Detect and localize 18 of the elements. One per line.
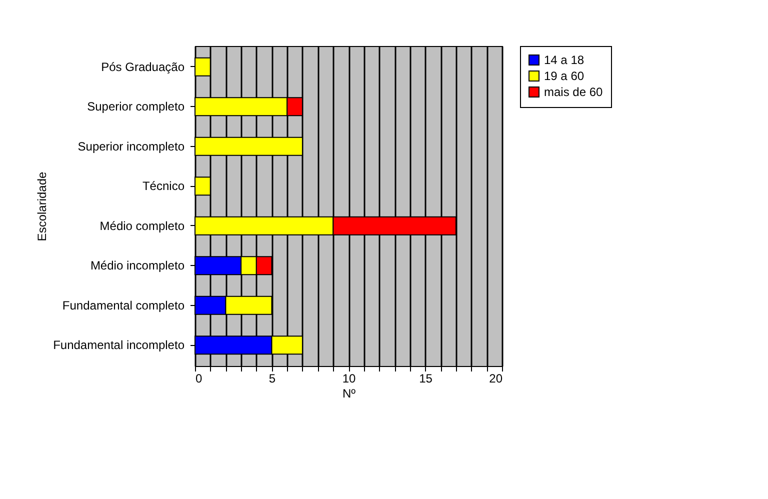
y-tick-label: Superior completo — [87, 100, 185, 114]
y-tick-label: Fundamental completo — [62, 298, 185, 312]
x-tick-label: 15 — [419, 372, 433, 386]
legend-label: 19 a 60 — [544, 69, 584, 83]
x-tick-label: 5 — [268, 372, 276, 386]
x-tick-label: 10 — [342, 372, 356, 386]
y-axis-title: Escolaridade — [35, 171, 50, 242]
x-tick-label: 0 — [196, 372, 202, 386]
x-tick-label: 20 — [489, 372, 503, 386]
y-tick-label: Superior incompleto — [78, 139, 185, 154]
y-tick-label: Pós Graduação — [101, 60, 185, 74]
legend-label: 14 a 18 — [544, 53, 584, 67]
y-tick-label: Técnico — [142, 179, 185, 194]
y-tick-label: Fundamental incompleto — [53, 338, 185, 352]
x-axis-title: Nº — [342, 386, 356, 400]
legend-label: mais de 60 — [544, 85, 604, 99]
y-tick-label: Médio incompleto — [90, 258, 185, 273]
y-tick-label: Médio completo — [100, 218, 185, 233]
